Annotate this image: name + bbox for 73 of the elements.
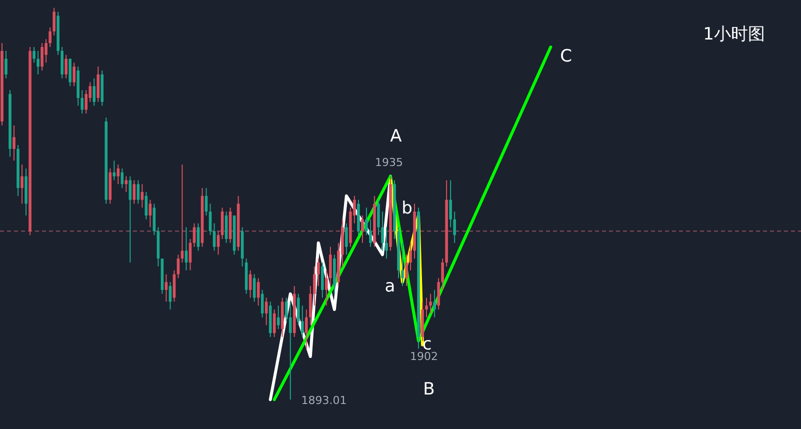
annotation: B xyxy=(423,380,435,400)
candlestick xyxy=(321,262,324,298)
annotation: C xyxy=(560,46,572,67)
candlestick xyxy=(312,266,316,306)
candlestick xyxy=(60,46,64,79)
candlestick xyxy=(36,50,40,75)
annotation: A xyxy=(390,126,402,147)
candlestick xyxy=(124,176,128,192)
candlestick xyxy=(288,301,292,400)
candlestick xyxy=(409,242,412,271)
candlestick xyxy=(264,297,268,326)
candlestick xyxy=(385,226,388,260)
candlestick xyxy=(32,46,36,64)
candlestick xyxy=(4,50,8,79)
candlestick xyxy=(48,26,52,48)
candlestick xyxy=(184,226,188,271)
candlestick xyxy=(212,222,216,252)
candlestick xyxy=(252,274,256,302)
candlestick xyxy=(429,293,432,314)
candlestick xyxy=(128,176,132,263)
candlestick xyxy=(300,305,304,338)
candlestick xyxy=(20,164,24,204)
annotation: 1893.01 xyxy=(301,394,347,408)
annotation: a xyxy=(384,276,396,297)
candlestick xyxy=(12,124,16,162)
candlestick xyxy=(296,293,300,326)
candlestick xyxy=(325,270,328,306)
candlestick xyxy=(96,66,100,102)
candlestick xyxy=(64,54,68,79)
candlestick xyxy=(136,180,140,204)
candlestick xyxy=(216,230,220,256)
candlestick xyxy=(377,199,380,236)
candlestick xyxy=(44,38,48,64)
annotation: 1935 xyxy=(375,156,403,170)
candlestick xyxy=(401,242,404,286)
candlestick xyxy=(308,286,312,326)
candlestick xyxy=(116,164,120,185)
candlestick xyxy=(68,58,72,87)
candlestick xyxy=(425,297,428,318)
candlestick xyxy=(164,274,168,302)
candlestick xyxy=(172,270,176,302)
candlestick xyxy=(40,42,44,72)
candlestick xyxy=(345,222,348,256)
candlestick xyxy=(192,222,196,248)
candlestick xyxy=(140,184,144,208)
candlestick xyxy=(92,78,96,106)
candlestick xyxy=(453,211,456,244)
candlestick xyxy=(449,180,452,228)
candlestick xyxy=(132,180,136,204)
candlestick xyxy=(405,254,408,286)
candlestick xyxy=(148,199,152,228)
candlestick xyxy=(365,207,368,236)
candlestick xyxy=(84,90,88,114)
candlestick xyxy=(316,258,320,286)
candlestick xyxy=(112,160,116,181)
candlestick xyxy=(196,222,200,252)
text: 1小时图 xyxy=(703,24,765,45)
candlestick xyxy=(80,90,84,114)
candlestick xyxy=(72,62,76,87)
candlestick xyxy=(256,278,260,306)
candlestick xyxy=(441,258,444,290)
candlestick xyxy=(304,309,308,350)
candlestick xyxy=(361,214,364,244)
annotation: b xyxy=(402,198,412,219)
candlestick xyxy=(381,211,384,252)
candlestick xyxy=(433,289,436,318)
candlestick xyxy=(329,246,332,286)
candlestick xyxy=(180,164,184,263)
candlestick xyxy=(248,270,252,298)
candlestick xyxy=(369,218,372,248)
candlestick xyxy=(284,297,288,322)
candlestick xyxy=(52,7,56,36)
candlestick xyxy=(437,278,440,310)
